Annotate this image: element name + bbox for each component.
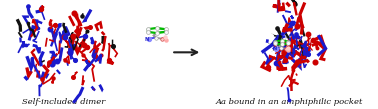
Text: Aa bound in an amphiphilic pocket: Aa bound in an amphiphilic pocket [216,98,363,106]
Text: N: N [145,37,149,42]
Text: Self-included dimer: Self-included dimer [22,98,105,106]
Text: N: N [272,46,276,51]
